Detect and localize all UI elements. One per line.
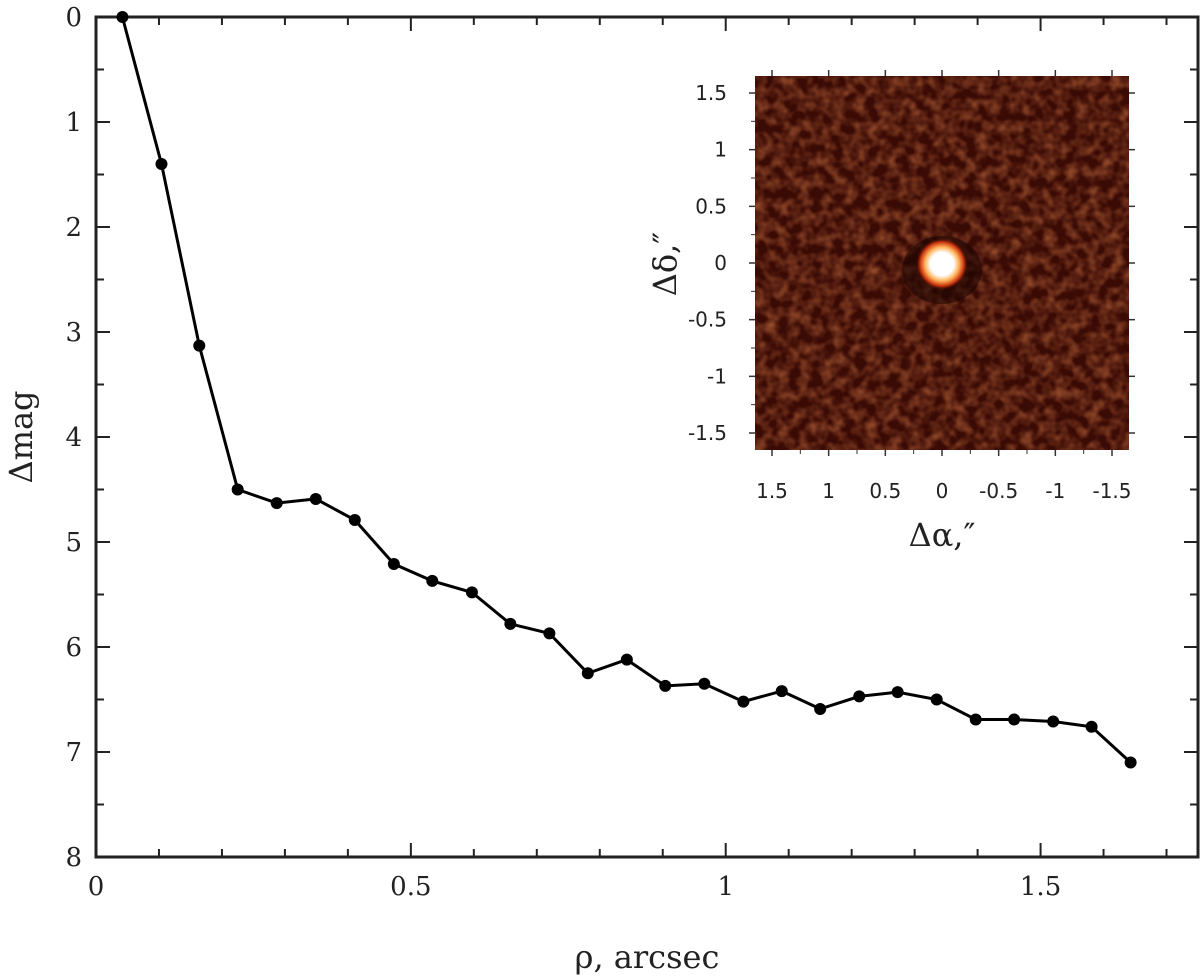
data-point [581,667,594,680]
y-tick-label: 6 [65,633,82,663]
inset-x-axis-title: Δα,″ [909,516,976,554]
inset-tick-labels: 1.5 1 0.5 0 -0.5 -1 -1.5 1.5 1 0.5 0 -0.5 -1 -1.5 [688,81,1132,503]
x-tick-label: 1.5 [1020,872,1061,902]
inset-y-tick-label: 0 [714,251,727,275]
data-point [698,677,711,690]
data-point [814,702,827,715]
data-point [387,558,400,571]
inset-x-tick-label: -1 [1045,479,1065,503]
data-point [155,158,168,170]
inset-speckle-image: 1.5 1 0.5 0 -0.5 -1 -1.5 1.5 1 0.5 0 -0.5 -1 -1.5 Δα,… [646,70,1135,554]
inset-x-tick-label: -1.5 [1092,479,1131,503]
y-axis-title: Δmag [2,390,40,483]
data-point [1047,715,1060,728]
inset-x-tick-label: 1 [822,479,835,503]
data-point [270,497,283,510]
inset-x-tick-label: 1.5 [756,479,788,503]
data-point [737,695,750,708]
data-point [465,586,478,599]
inset-y-axis-title: Δδ,″ [646,232,684,297]
data-point [620,653,633,666]
inset-x-tick-label: 0 [936,479,949,503]
y-tick-label: 5 [65,528,82,558]
data-point [969,713,982,726]
x-tick-label: 0.5 [390,872,431,902]
x-axis-title: ρ, arcsec [575,938,720,976]
inset-y-tick-label: -1.5 [688,421,727,445]
data-point [1085,720,1098,733]
inset-y-tick-label: 1 [714,138,727,162]
x-tick-label: 1 [717,872,734,902]
data-point [426,574,439,587]
data-point [116,11,129,23]
data-point [775,685,788,698]
y-tick-label: 4 [65,423,82,453]
x-tick-label: 0 [88,872,105,902]
data-point [1124,756,1137,769]
data-point [853,690,866,703]
inset-y-tick-label: 1.5 [695,81,727,105]
inset-x-tick-label: 0.5 [869,479,901,503]
data-point [348,513,361,526]
inset-x-tick-label: -0.5 [979,479,1018,503]
data-point [231,483,244,496]
y-tick-label: 2 [65,213,82,243]
data-point [659,679,672,692]
inset-y-tick-label: -1 [707,364,727,388]
inset-y-tick-label: -0.5 [688,308,727,332]
main-axis-ticks [95,16,1198,858]
y-tick-label: 3 [65,318,82,348]
inset-axis-ticks [749,70,1135,456]
main-tick-labels: 0 0.5 1 1.5 0 1 2 3 4 5 6 7 8 [65,3,1061,902]
data-point [309,492,322,505]
main-plot-area: 0 0.5 1 1.5 0 1 2 3 4 5 6 7 8 ρ, arcsec Δmag [2,3,1200,976]
data-point [543,627,556,640]
data-point [891,686,904,699]
y-tick-label: 8 [65,843,82,873]
inset-y-tick-label: 0.5 [695,194,727,218]
y-tick-label: 7 [65,738,82,768]
y-tick-label: 0 [65,3,82,33]
data-point [1008,713,1021,726]
y-tick-label: 1 [65,108,82,138]
delta-mag-series-points [116,11,1137,769]
data-point [504,617,517,630]
inset-central-star [916,238,968,290]
data-point [930,693,943,706]
data-point [193,339,206,352]
